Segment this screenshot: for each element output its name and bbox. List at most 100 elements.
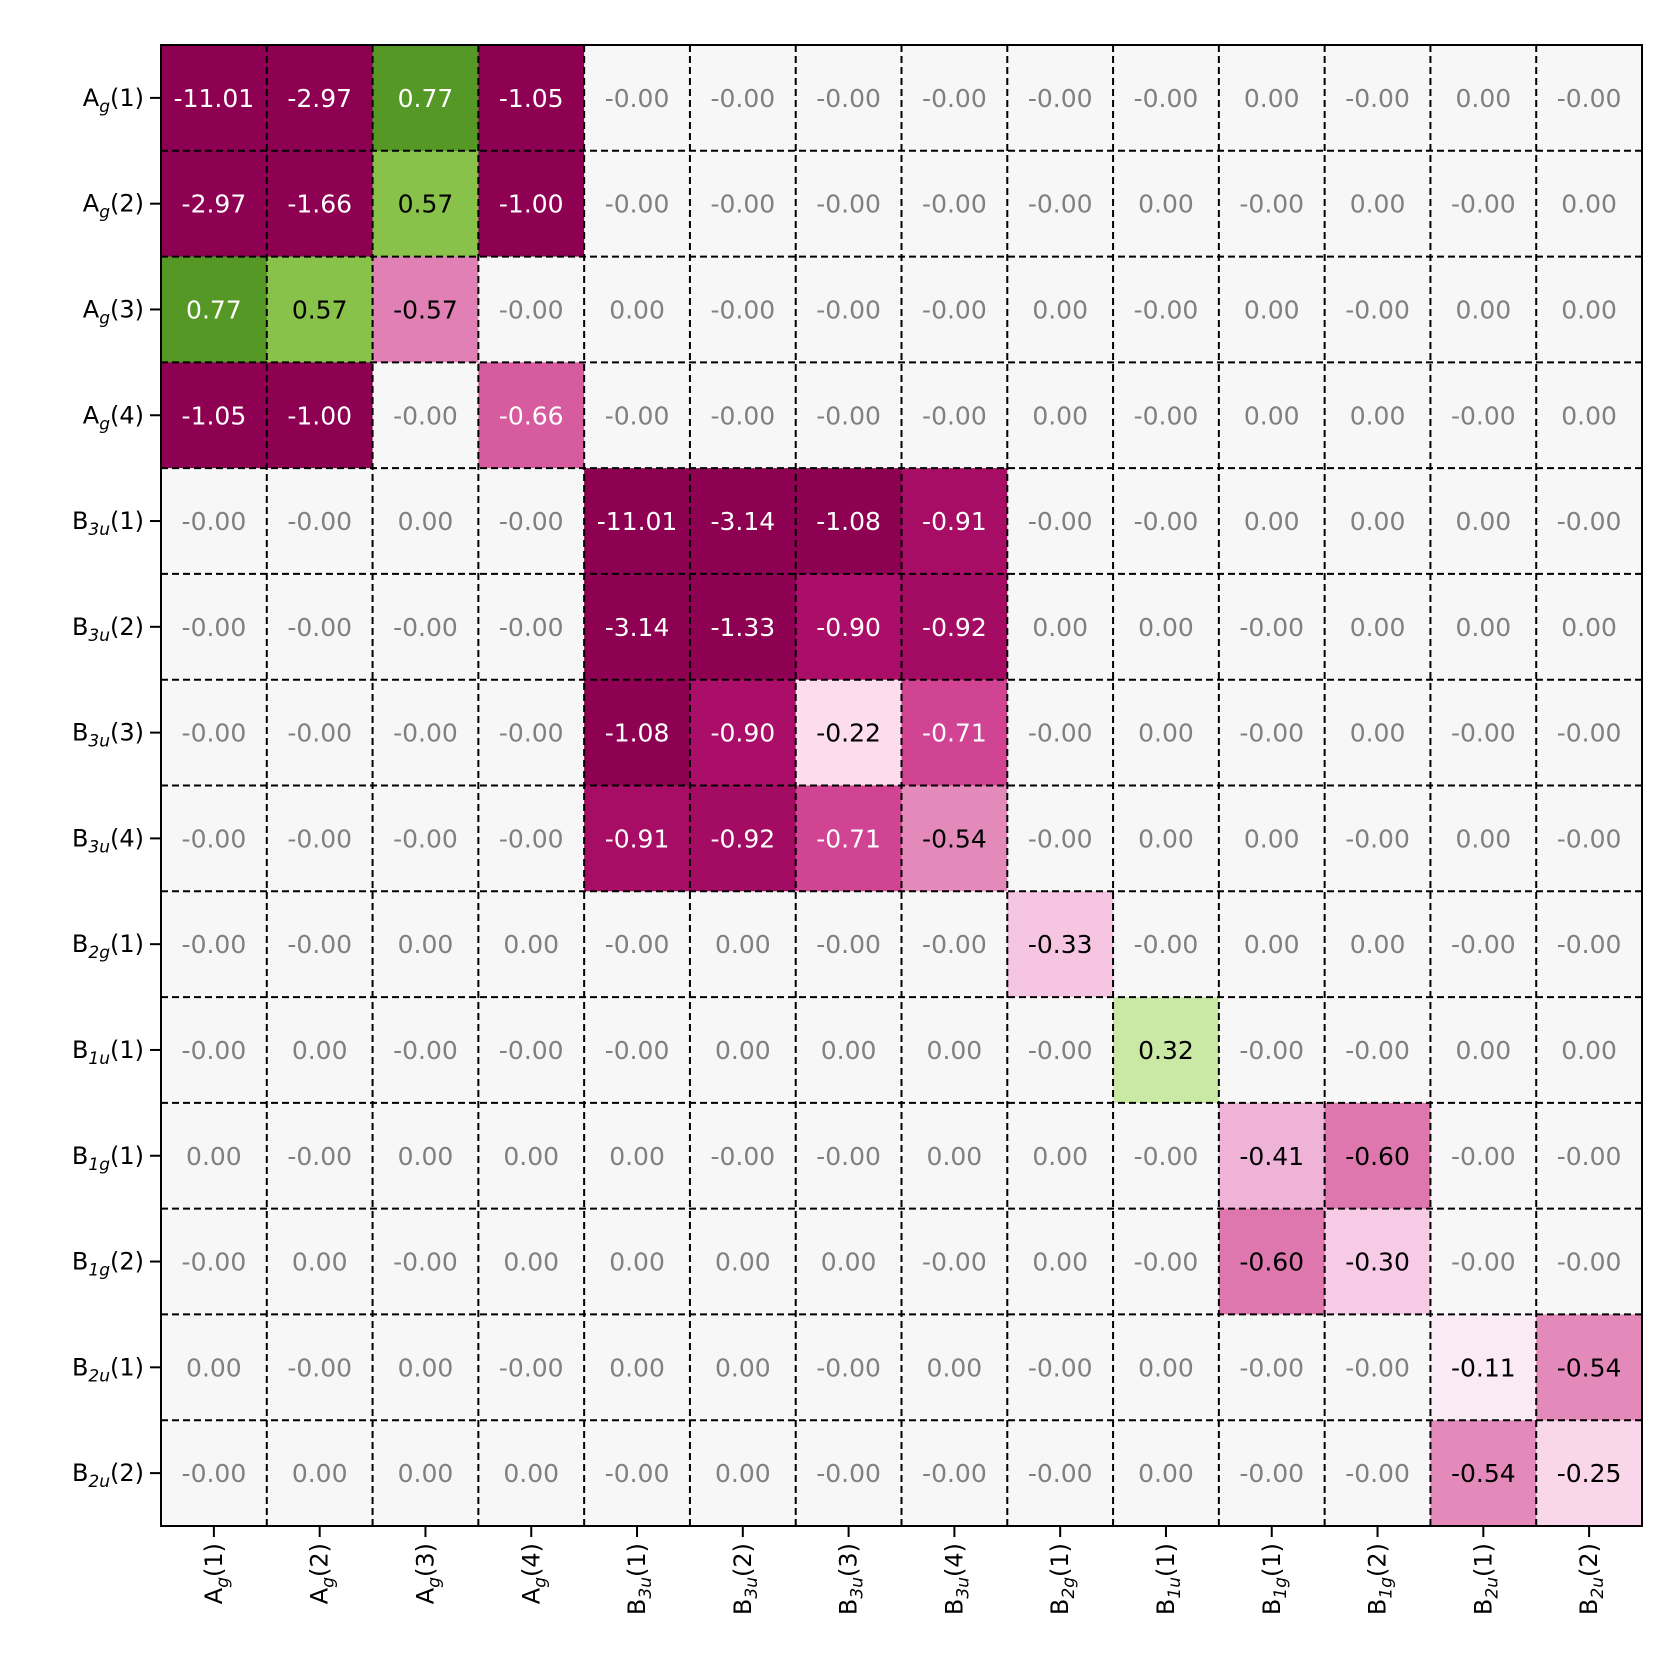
heatmap-cell-r9-c6 xyxy=(689,891,797,998)
heatmap-cell-r13-c7 xyxy=(795,1314,902,1421)
cell-value-r4-c8: -0.00 xyxy=(922,401,987,430)
cell-value-r12-c11: -0.60 xyxy=(1239,1248,1304,1277)
cell-value-r7-c5: -1.08 xyxy=(605,719,670,748)
cell-value-r9-c9: -0.33 xyxy=(1028,930,1093,959)
row-tick-label: Ag(3) xyxy=(83,295,144,328)
heatmap-cell-r4-c1 xyxy=(161,362,268,469)
heatmap-cell-r4-c2 xyxy=(266,362,374,469)
heatmap-cell-r14-c12 xyxy=(1324,1420,1431,1527)
heatmap-cell-r12-c12 xyxy=(1324,1208,1431,1315)
cell-value-r3-c6: -0.00 xyxy=(710,295,775,324)
cell-value-r7-c10: 0.00 xyxy=(1138,719,1194,748)
cell-value-r14-c2: 0.00 xyxy=(292,1459,348,1488)
cell-value-r9-c14: -0.00 xyxy=(1557,930,1622,959)
cell-value-r2-c10: 0.00 xyxy=(1138,190,1194,219)
heatmap-cell-r6-c7 xyxy=(795,573,902,681)
heatmap-cell-r8-c8 xyxy=(901,785,1008,892)
heatmap-cell-r5-c14 xyxy=(1536,468,1643,575)
heatmap-cell-r9-c2 xyxy=(266,891,374,998)
heatmap-cell-r11-c2 xyxy=(266,1102,374,1210)
cell-value-r11-c14: -0.00 xyxy=(1557,1142,1622,1171)
row-tick-label: B1g(2) xyxy=(72,1248,144,1281)
heatmap-cell-r3-c8 xyxy=(901,256,1008,363)
heatmap-cell-r5-c7 xyxy=(795,468,902,575)
heatmap-cell-r12-c1 xyxy=(161,1208,268,1315)
cell-value-r1-c14: -0.00 xyxy=(1557,84,1622,113)
cell-value-r5-c10: -0.00 xyxy=(1134,507,1199,536)
heatmap-cell-r8-c4 xyxy=(478,785,585,892)
heatmap-cell-r6-c3 xyxy=(372,573,479,681)
heatmap-cell-r10-c3 xyxy=(372,997,479,1104)
heatmap-cell-r12-c11 xyxy=(1218,1208,1326,1315)
row-tick-label: Ag(2) xyxy=(83,190,144,223)
cell-value-r7-c9: -0.00 xyxy=(1028,719,1093,748)
cell-value-r11-c7: -0.00 xyxy=(816,1142,881,1171)
heatmap-cell-r7-c8 xyxy=(901,679,1008,786)
heatmap-cell-r6-c5 xyxy=(584,573,691,681)
cell-value-r8-c6: -0.92 xyxy=(710,824,775,853)
cell-value-r9-c3: 0.00 xyxy=(398,930,454,959)
heatmap-cell-r8-c14 xyxy=(1536,785,1643,892)
heatmap-cell-r6-c2 xyxy=(266,573,374,681)
heatmap-cell-r5-c8 xyxy=(901,468,1008,575)
heatmap-cell-r12-c2 xyxy=(266,1208,374,1315)
cell-value-r9-c2: -0.00 xyxy=(287,930,352,959)
cell-value-r4-c1: -1.05 xyxy=(182,401,247,430)
cell-value-r12-c3: -0.00 xyxy=(393,1248,458,1277)
heatmap-cell-r1-c1 xyxy=(161,45,268,152)
heatmap-cell-r4-c13 xyxy=(1430,362,1537,469)
cell-value-r11-c3: 0.00 xyxy=(398,1142,454,1171)
cell-value-r6-c12: 0.00 xyxy=(1350,613,1406,642)
heatmap-cell-r1-c13 xyxy=(1430,45,1537,152)
cell-value-r9-c13: -0.00 xyxy=(1451,930,1516,959)
cell-value-r7-c2: -0.00 xyxy=(287,719,352,748)
heatmap-cell-r14-c6 xyxy=(689,1420,797,1527)
cell-value-r6-c13: 0.00 xyxy=(1455,613,1511,642)
heatmap-cell-r4-c11 xyxy=(1218,362,1326,469)
heatmap-cell-r10-c7 xyxy=(795,997,902,1104)
heatmap-grid xyxy=(161,45,1642,1526)
heatmap-cell-r6-c1 xyxy=(161,573,268,681)
cell-value-r14-c13: -0.54 xyxy=(1451,1459,1516,1488)
heatmap-cell-r8-c13 xyxy=(1430,785,1537,892)
heatmap-cell-r11-c14 xyxy=(1536,1102,1643,1210)
cell-value-r10-c1: -0.00 xyxy=(182,1036,247,1065)
cell-value-r2-c3: 0.57 xyxy=(398,190,454,219)
heatmap-cell-r9-c13 xyxy=(1430,891,1537,998)
cell-value-r3-c13: 0.00 xyxy=(1455,295,1511,324)
cell-value-r9-c8: -0.00 xyxy=(922,930,987,959)
col-tick-label: B2u(2) xyxy=(1575,1543,1608,1615)
cell-value-r14-c5: -0.00 xyxy=(605,1459,670,1488)
heatmap-cell-r3-c9 xyxy=(1007,256,1114,363)
cell-value-r11-c4: 0.00 xyxy=(503,1142,559,1171)
heatmap-cell-r6-c11 xyxy=(1218,573,1326,681)
cell-value-r1-c5: -0.00 xyxy=(605,84,670,113)
cell-value-r11-c6: -0.00 xyxy=(710,1142,775,1171)
heatmap-cell-r2-c13 xyxy=(1430,150,1537,258)
row-tick-label: B3u(4) xyxy=(72,824,144,857)
heatmap-cell-r9-c12 xyxy=(1324,891,1431,998)
heatmap-value-labels: -11.01 -2.97 0.77 -1.05 -0.00 -0.00 -0.00 -0.00… xyxy=(174,84,1622,1488)
heatmap-cell-r5-c9 xyxy=(1007,468,1114,575)
cell-value-r3-c1: 0.77 xyxy=(186,295,242,324)
heatmap-cell-r6-c12 xyxy=(1324,573,1431,681)
cell-value-r10-c11: -0.00 xyxy=(1239,1036,1304,1065)
heatmap-cell-r11-c5 xyxy=(584,1102,691,1210)
heatmap-cell-r6-c14 xyxy=(1536,573,1643,681)
col-tick-label: B2u(1) xyxy=(1469,1543,1502,1615)
heatmap-cell-r3-c3 xyxy=(372,256,479,363)
row-tick-label: B1u(1) xyxy=(72,1036,144,1069)
col-tick-label: Ag(1) xyxy=(200,1543,233,1604)
heatmap-cell-r8-c2 xyxy=(266,785,374,892)
cell-value-r8-c8: -0.54 xyxy=(922,824,987,853)
cell-value-r9-c4: 0.00 xyxy=(503,930,559,959)
cell-value-r1-c1: -11.01 xyxy=(174,84,255,113)
col-tick-label: B3u(1) xyxy=(623,1543,656,1615)
heatmap-cell-r2-c6 xyxy=(689,150,797,258)
heatmap-cell-r7-c7 xyxy=(795,679,902,786)
cell-value-r7-c8: -0.71 xyxy=(922,719,987,748)
cell-value-r5-c4: -0.00 xyxy=(499,507,564,536)
heatmap-cell-r11-c1 xyxy=(161,1102,268,1210)
cell-value-r1-c6: -0.00 xyxy=(710,84,775,113)
heatmap-cell-r7-c1 xyxy=(161,679,268,786)
